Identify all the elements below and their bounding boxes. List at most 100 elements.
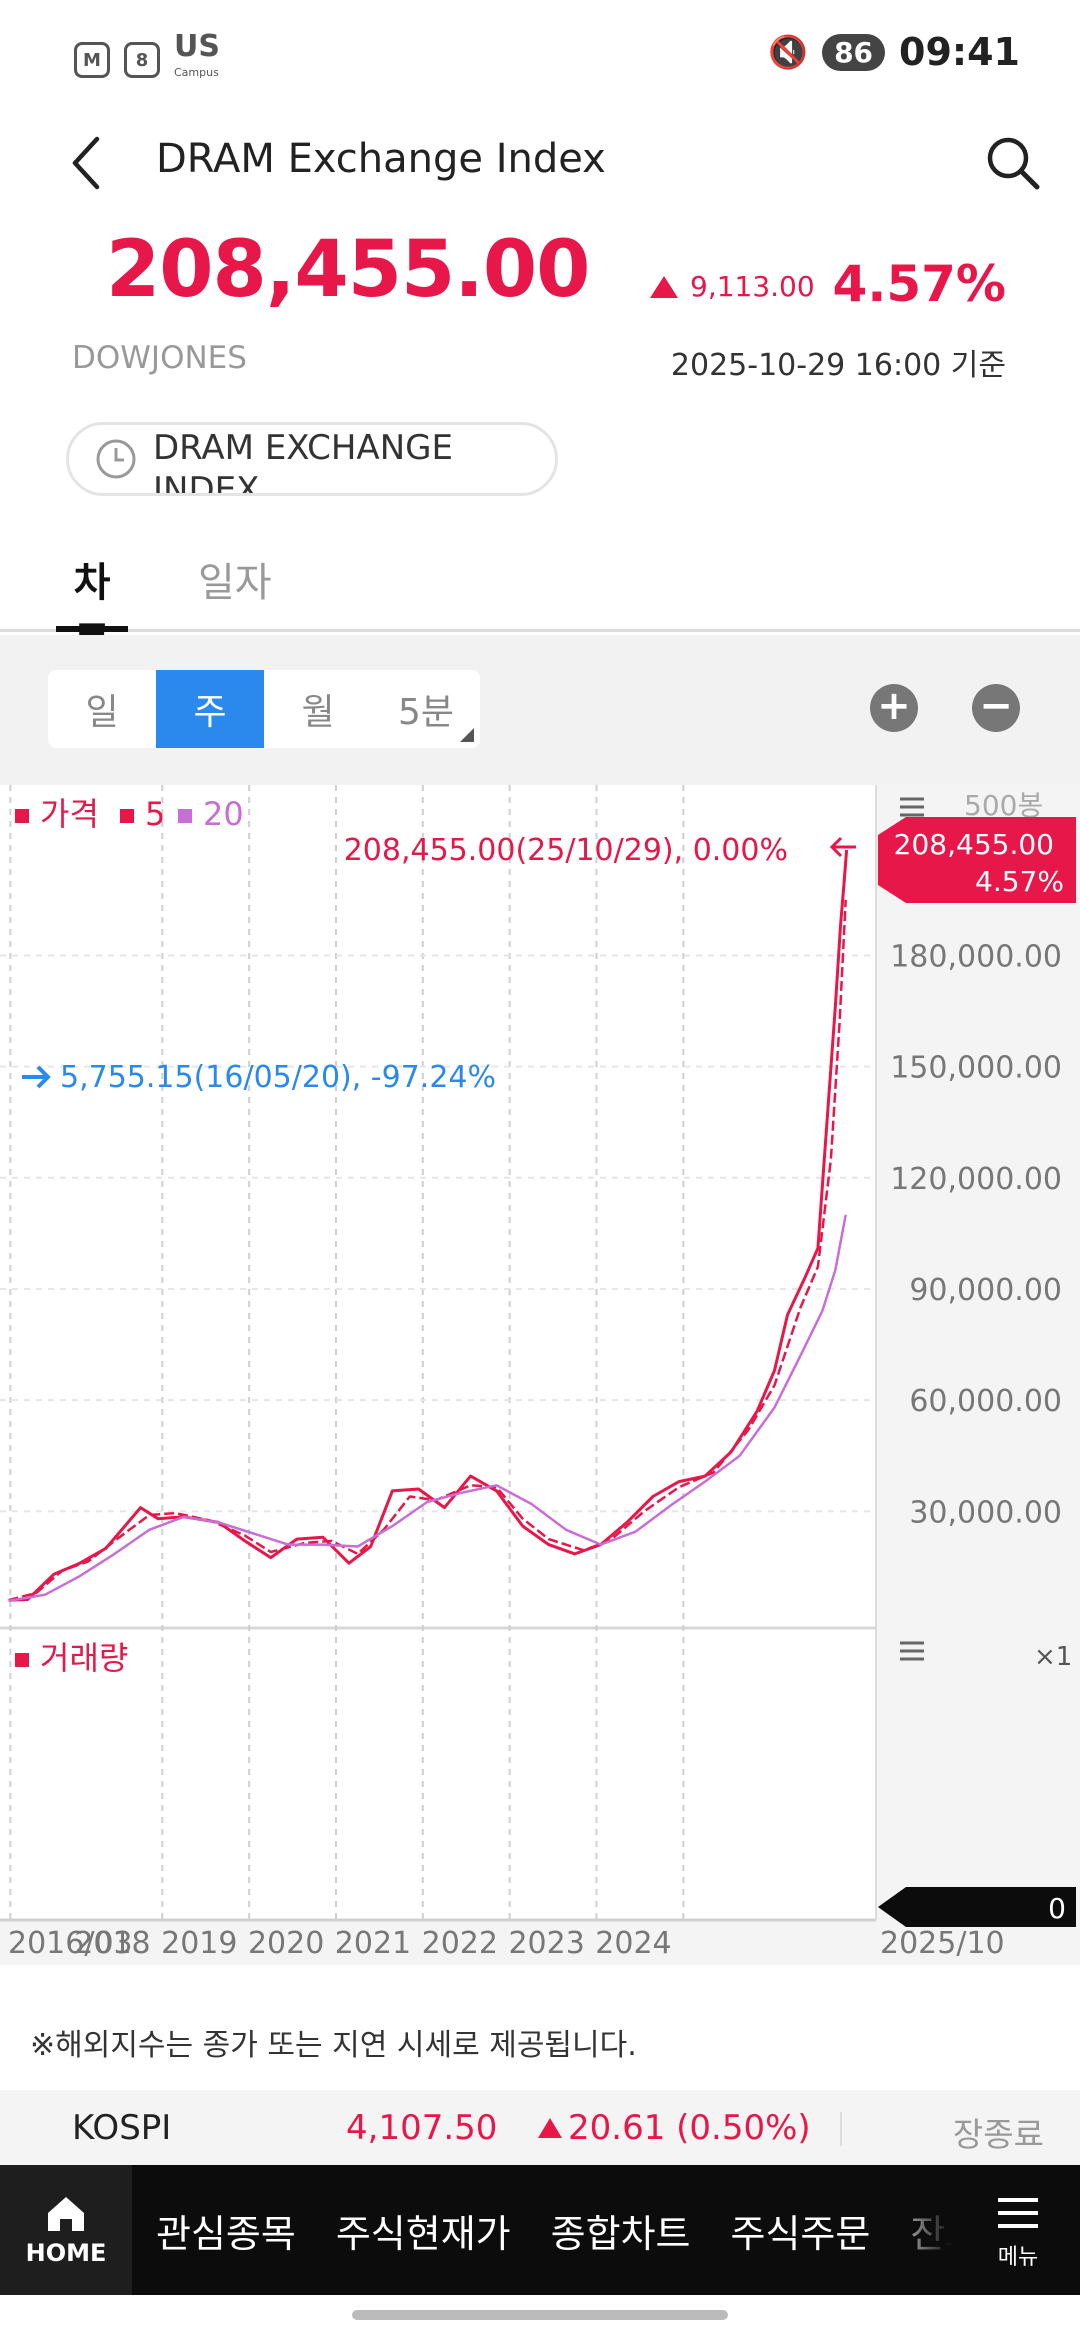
nav-order[interactable]: 주식주문 [730,2211,871,2256]
price-chart[interactable]: 가격 5 20 208,455.00(25/10/29), 0.00% 5,75… [0,785,1080,1965]
period-5min-button[interactable]: 5분 [372,670,480,748]
exchange-label: DOWJONES [72,340,247,376]
volume-tag: 0 [878,1887,1076,1927]
candle-count-label: 500봉 [964,789,1043,822]
x-tick-label: 2019 [161,1926,237,1961]
clock: 09:41 [899,30,1020,74]
us-campus-icon: US Campus [174,32,220,86]
vibrate-mute-icon: 🔇 [768,33,809,71]
chart-menu-icon[interactable] [900,797,924,817]
series-line-가격 [8,849,849,1602]
zoom-out-button[interactable]: − [972,684,1020,732]
series-line-20 [8,1214,847,1603]
dropdown-corner-icon [460,728,474,742]
up-triangle-icon [538,2118,562,2138]
current-price-tag-pct: 4.57% [975,865,1064,898]
period-5min-label: 5분 [397,692,455,733]
low-arrow-icon [22,1065,51,1089]
tab-daily[interactable]: 일자 [198,560,272,606]
delay-notice: ※해외지수는 종가 또는 지연 시세로 제공됩니다. [30,2028,637,2063]
legend-ma5-swatch [120,809,134,823]
change-percent: 4.57% [832,255,1006,313]
current-price: 208,455.00 [106,225,590,315]
market-ticker[interactable]: KOSPI 4,107.50 20.61 (0.50%) 장종료 [0,2090,1080,2170]
high-annotation: 208,455.00(25/10/29), 0.00% [344,833,788,868]
app-notification-icon: 8 [124,42,160,78]
period-day-button[interactable]: 일 [85,692,119,733]
ticker-divider [840,2112,842,2146]
ticker-name: KOSPI [72,2108,172,2148]
y-tick-label: 150,000.00 [890,1051,1062,1086]
page-title: DRAM Exchange Index [156,136,606,182]
menu-label: 메뉴 [997,2245,1039,2270]
legend-ma20-label: 20 [203,795,244,833]
battery-indicator: 86 [822,33,886,71]
bottom-nav: HOME 관심종목 주식현재가 종합차트 주식주문 잔고 메뉴 [0,2165,1080,2295]
zoom-in-button[interactable]: + [870,684,918,732]
nav-chart[interactable]: 종합차트 [550,2211,691,2256]
hamburger-icon [998,2198,1038,2228]
clock-icon [96,439,136,479]
menu-button[interactable]: 메뉴 [986,2195,1050,2271]
us-campus-sub: Campus [174,66,219,79]
x-axis-panel [0,1920,1080,1965]
gesture-bar [352,2310,728,2320]
back-button[interactable] [56,128,116,198]
nav-stock-quote[interactable]: 주식현재가 [335,2211,511,2256]
nav-watchlist[interactable]: 관심종목 [156,2211,296,2256]
x-tick-label: 2016/03 [8,1926,133,1961]
series-line-5 [8,899,847,1602]
gridlines [0,785,870,1920]
y-axis-panel [876,785,1080,1965]
search-icon [987,137,1040,190]
y-tick-label: 90,000.00 [909,1273,1062,1308]
plus-icon: + [877,683,911,729]
legend-volume-label: 거래량 [40,1639,128,1677]
quote-timestamp: 2025-10-29 16:00 기준 [670,348,1006,383]
period-selector: 일 주 월 5분 [48,670,480,748]
nav-fade [880,2165,952,2295]
volume-menu-icon[interactable] [900,1641,924,1661]
up-triangle-icon [650,275,678,298]
volume-scale-label: ×1 [1034,1642,1072,1672]
chart-area[interactable]: 가격 5 20 208,455.00(25/10/29), 0.00% 5,75… [0,785,1080,1965]
volume-tag-value: 0 [1048,1892,1066,1925]
market-status: 장종료 [952,2115,1044,2154]
index-chip[interactable]: DRAM EXCHANGE INDEX [66,422,558,496]
ticker-change: 20.61 (0.50%) [538,2108,811,2148]
status-right: 🔇 86 09:41 [768,30,1020,74]
x-tick-label: 2021 [335,1926,411,1961]
period-week-button[interactable]: 주 [156,670,264,748]
y-tick-label: 30,000.00 [909,1495,1062,1530]
current-price-tag-value: 208,455.00 [894,828,1054,861]
y-tick-labels: 180,000.00 150,000.00 120,000.00 90,000.00 6… [890,939,1062,1530]
x-tick-label: 2023 [508,1926,584,1961]
x-tick-label: 2020 [248,1926,324,1961]
x-tick-label: 2018 [74,1926,150,1961]
legend-ma5-label: 5 [145,795,165,833]
search-button[interactable] [978,128,1048,198]
chart-toolbar: 일 주 월 5분 + − [0,635,1080,785]
tab-chart[interactable]: 차트 [56,550,128,664]
ticker-change-value: 20.61 (0.50%) [568,2108,811,2148]
status-left: M 8 US Campus [74,32,220,86]
ticker-value: 4,107.50 [346,2108,498,2148]
home-button[interactable]: HOME [0,2165,132,2295]
y-tick-label: 120,000.00 [890,1162,1062,1197]
current-price-tag: 208,455.00 4.57% [878,817,1076,903]
us-label: US [174,29,220,64]
legend-price-swatch [15,809,29,823]
chevron-left-icon [72,136,100,190]
minus-icon: − [979,683,1013,729]
legend-volume-swatch [15,1653,29,1667]
high-arrow-icon [829,836,856,858]
home-label: HOME [25,2239,107,2267]
period-month-button[interactable]: 월 [301,692,335,733]
tab-bar: 차트 일자 [0,540,1080,664]
y-tick-label: 60,000.00 [909,1384,1062,1419]
low-annotation: 5,755.15(16/05/20), -97.24% [60,1060,496,1095]
app-header: DRAM Exchange Index [0,110,1080,220]
home-icon [48,2197,84,2231]
series-lines [8,849,849,1603]
